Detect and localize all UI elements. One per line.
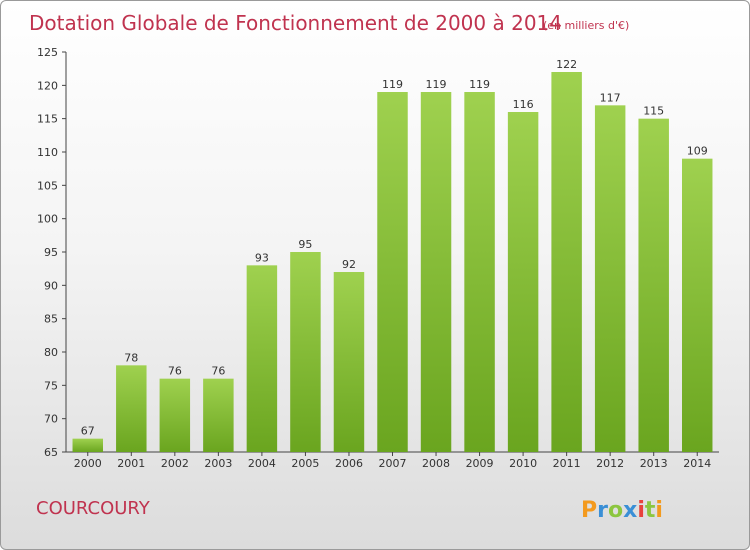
bar-value-label: 119 [469, 78, 490, 91]
bar [638, 118, 669, 453]
y-tick-labels: 65 70 75 80 85 90 95 100 105 110 115 120 125 [37, 46, 66, 459]
proxiti-logo: Proxiti [581, 498, 663, 523]
bar [159, 378, 191, 452]
logo-letter: x [623, 498, 637, 523]
x-tick-label: 2004 [248, 457, 276, 470]
bar [246, 265, 278, 452]
bar-value-label: 115 [643, 105, 664, 118]
logo-letter: r [597, 498, 608, 523]
logo-letter: P [581, 498, 597, 523]
logo-letter: i [637, 498, 645, 523]
x-tick-label: 2013 [640, 457, 668, 470]
bar-value-label: 67 [81, 425, 95, 438]
bar [551, 72, 582, 452]
y-tick-label: 65 [44, 446, 58, 459]
y-tick-label: 100 [37, 213, 58, 226]
bar-value-label: 78 [124, 351, 138, 364]
x-tick-labels: 2000 2001 2002 2003 2004 2005 2006 2007 2008 2009… [74, 452, 711, 470]
data-labels: 67 78 76 76 93 95 92 119 119 119 116 122 117 115 109 [81, 58, 708, 438]
y-tick-label: 95 [44, 246, 58, 259]
x-tick-label: 2014 [683, 457, 711, 470]
x-tick-label: 2012 [596, 457, 624, 470]
bar-value-label: 93 [255, 251, 269, 264]
x-tick-label: 2001 [117, 457, 145, 470]
x-tick-label: 2000 [74, 457, 102, 470]
x-tick-label: 2010 [509, 457, 537, 470]
bar [420, 92, 452, 452]
bar [333, 272, 365, 452]
bar-value-label: 76 [211, 365, 225, 378]
bar-value-label: 116 [513, 98, 534, 111]
bar [72, 438, 104, 452]
x-tick-label: 2006 [335, 457, 363, 470]
y-tick-label: 70 [44, 413, 58, 426]
bar-value-label: 117 [600, 91, 621, 104]
y-tick-label: 105 [37, 179, 58, 192]
bars [72, 72, 713, 453]
bar-value-label: 119 [382, 78, 403, 91]
y-tick-label: 110 [37, 146, 58, 159]
x-tick-label: 2011 [553, 457, 581, 470]
y-tick-label: 75 [44, 379, 58, 392]
bar [203, 378, 234, 452]
x-tick-label: 2007 [379, 457, 407, 470]
x-tick-label: 2005 [291, 457, 319, 470]
bar-value-label: 119 [426, 78, 447, 91]
x-tick-label: 2008 [422, 457, 450, 470]
bar [290, 252, 321, 452]
bar [507, 112, 539, 452]
chart-title: Dotation Globale de Fonctionnement de 20… [29, 11, 562, 35]
logo-letter: o [608, 498, 623, 523]
bar-value-label: 95 [298, 238, 312, 251]
bar [594, 105, 626, 452]
commune-name: COURCOURY [36, 498, 151, 519]
bar [681, 158, 713, 452]
y-tick-label: 120 [37, 79, 58, 92]
x-tick-label: 2003 [204, 457, 232, 470]
bar-value-label: 76 [168, 365, 182, 378]
y-tick-label: 85 [44, 313, 58, 326]
y-tick-label: 80 [44, 346, 58, 359]
x-tick-label: 2009 [466, 457, 494, 470]
chart-subtitle: (en milliers d'€) [543, 19, 629, 32]
x-tick-label: 2002 [161, 457, 189, 470]
logo-letter: t [645, 498, 656, 523]
y-tick-label: 90 [44, 279, 58, 292]
bar-value-label: 109 [687, 145, 708, 158]
bar [377, 92, 408, 452]
logo-letter: i [655, 498, 663, 523]
bar-value-label: 122 [556, 58, 577, 71]
bar [116, 365, 147, 452]
bar-value-label: 92 [342, 258, 356, 271]
bar [464, 92, 495, 452]
y-tick-label: 115 [37, 113, 58, 126]
y-tick-label: 125 [37, 46, 58, 59]
